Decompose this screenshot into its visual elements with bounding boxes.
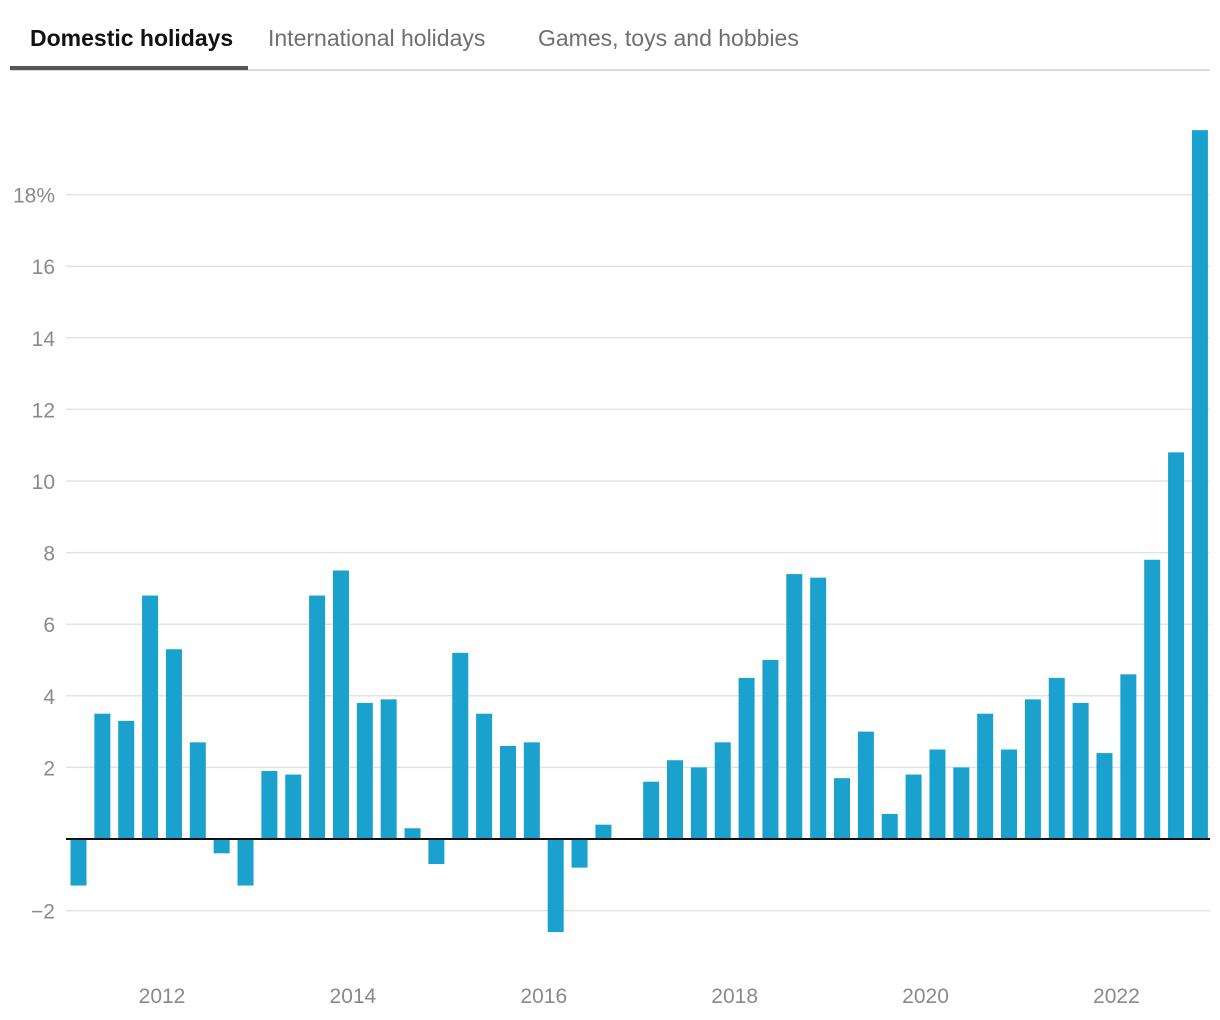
bar	[1001, 749, 1018, 839]
bar	[142, 595, 159, 839]
grid-lines	[66, 193, 1210, 912]
x-tick-label: 2012	[139, 985, 186, 1008]
bar	[261, 770, 278, 839]
x-tick-label: 2014	[330, 985, 377, 1008]
bar	[810, 577, 827, 839]
bar	[547, 839, 564, 933]
bar	[1072, 702, 1089, 839]
bar	[643, 781, 660, 839]
y-tick-label: 4	[43, 686, 55, 709]
bar	[1191, 130, 1208, 839]
bar	[881, 813, 898, 839]
bar	[165, 649, 182, 839]
bar	[380, 699, 397, 839]
x-tick-label: 2020	[902, 985, 949, 1008]
y-tick-label: 14	[32, 328, 56, 351]
bar	[404, 828, 421, 839]
bar	[1048, 677, 1065, 839]
bar	[189, 742, 206, 839]
bar	[452, 652, 469, 839]
bar	[213, 839, 230, 854]
y-tick-label: 10	[32, 471, 55, 494]
bar	[1168, 452, 1185, 839]
bar	[332, 570, 349, 839]
bar	[499, 745, 516, 839]
y-tick-label: 6	[43, 614, 55, 637]
x-tick-label: 2016	[520, 985, 567, 1008]
bar	[428, 839, 445, 865]
tab-games-toys-hobbies[interactable]: Games, toys and hobbies	[538, 25, 799, 51]
bar	[1096, 753, 1113, 839]
tab-bar: Domestic holidays International holidays…	[10, 0, 1210, 71]
bar	[309, 595, 326, 839]
bar	[714, 742, 731, 839]
bar	[905, 774, 922, 839]
bar	[523, 742, 540, 839]
bar	[285, 774, 302, 839]
bar	[667, 760, 683, 839]
bar	[70, 839, 87, 886]
bar	[977, 713, 994, 839]
y-axis-tick-labels: 18% 16 14 12 10 8 6 4 2 −2	[13, 185, 55, 924]
y-tick-label: 18%	[13, 185, 55, 208]
y-tick-label: 12	[32, 399, 55, 422]
bar	[356, 702, 373, 839]
y-tick-label: 16	[32, 256, 55, 279]
bar	[834, 778, 851, 839]
bar	[571, 839, 588, 868]
bar	[237, 839, 254, 886]
bar	[738, 677, 755, 839]
x-tick-label: 2022	[1093, 985, 1140, 1008]
tab-international-holidays[interactable]: International holidays	[268, 25, 486, 51]
bar	[1024, 699, 1041, 839]
x-tick-label: 2018	[711, 985, 758, 1008]
bar	[857, 731, 874, 839]
bar	[929, 749, 946, 839]
y-tick-label: 2	[43, 757, 55, 780]
y-tick-label: −2	[31, 901, 55, 924]
bar	[953, 767, 970, 839]
bar	[786, 574, 803, 839]
bar	[476, 713, 493, 839]
active-tab-indicator	[10, 66, 248, 70]
bar	[762, 660, 779, 839]
bar	[1144, 559, 1161, 839]
y-tick-label: 8	[43, 543, 55, 566]
bar	[690, 767, 707, 839]
bar	[94, 713, 111, 839]
bar	[1120, 674, 1137, 839]
x-axis-tick-labels: 2012 2014 2016 2018 2020 2022	[139, 985, 1140, 1008]
bar	[118, 720, 135, 839]
bar	[595, 824, 612, 839]
bar-series	[70, 130, 1208, 933]
tab-domestic-holidays[interactable]: Domestic holidays	[30, 25, 234, 51]
